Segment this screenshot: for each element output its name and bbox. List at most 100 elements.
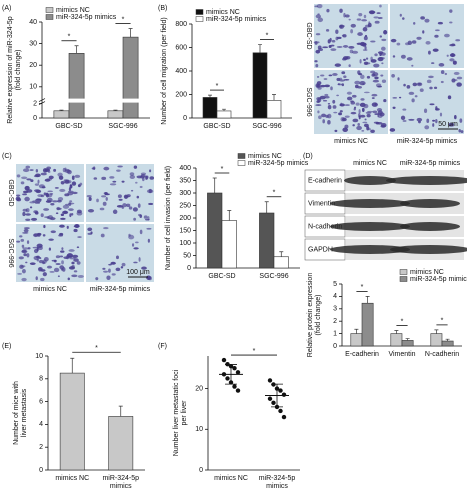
cell-stain	[342, 127, 349, 133]
cell-stain	[55, 212, 59, 215]
panel-letter: (D)	[303, 153, 313, 160]
cell-stain	[87, 227, 93, 232]
micrograph	[86, 224, 154, 282]
cell-stain	[400, 115, 406, 121]
x-tick-label: E-cadherin	[345, 351, 379, 358]
cell-stain	[34, 183, 40, 186]
legend-swatch	[195, 16, 204, 22]
cell-stain	[456, 76, 463, 80]
x-tick-label: GBC-SD	[208, 273, 235, 280]
y-tick-label: 1	[333, 330, 337, 337]
cell-stain	[454, 79, 458, 81]
cell-stain	[422, 30, 425, 34]
x-tick-label: miR-324-5p	[102, 475, 139, 482]
cell-stain	[31, 217, 38, 221]
cell-stain	[132, 207, 138, 212]
cell-stain	[64, 180, 70, 184]
y-tick-label: 300	[179, 190, 191, 197]
error-bar	[222, 108, 226, 111]
cell-stain	[21, 269, 26, 274]
cell-stain	[35, 276, 38, 281]
legend-swatch	[195, 9, 204, 15]
cell-stain	[376, 107, 383, 112]
cell-stain	[116, 255, 119, 260]
cell-stain	[435, 119, 438, 124]
cell-stain	[332, 99, 336, 104]
y-tick-label: 10	[35, 353, 43, 360]
cell-stain	[149, 169, 152, 173]
cell-stain	[340, 116, 346, 122]
bar	[108, 416, 134, 471]
blot-column-label: miR-324-5p mimics	[400, 160, 461, 167]
y-tick-label: 10	[29, 84, 37, 91]
cell-stain	[34, 211, 39, 215]
cell-stain	[357, 32, 363, 36]
blot-row-label: GAPDH	[308, 246, 333, 253]
error-bar	[394, 330, 399, 334]
cell-stain	[333, 111, 338, 114]
image-column-label: miR-324-5p mimics	[90, 286, 151, 293]
y-tick-label: 50	[183, 252, 191, 259]
cell-stain	[25, 165, 31, 169]
legend-label: mimics NC	[248, 153, 282, 160]
cell-stain	[449, 9, 453, 13]
blot-band	[400, 199, 460, 208]
cell-stain	[343, 75, 347, 79]
cell-stain	[360, 98, 365, 101]
cell-stain	[36, 243, 43, 248]
cell-stain	[133, 165, 138, 169]
cell-stain	[371, 102, 378, 107]
cell-stain	[377, 16, 383, 19]
significance-label: *	[95, 345, 98, 352]
cell-stain	[423, 108, 428, 114]
cell-stain	[356, 18, 362, 21]
cell-stain	[454, 115, 457, 120]
cell-stain	[414, 95, 418, 98]
cell-stain	[60, 213, 65, 217]
cell-stain	[131, 243, 135, 247]
error-bar	[434, 329, 439, 334]
y-tick-label: 200	[175, 91, 187, 98]
cell-stain	[33, 255, 40, 261]
cell-stain	[348, 64, 351, 68]
data-point	[278, 388, 283, 393]
data-point	[225, 361, 230, 367]
cell-stain	[374, 53, 378, 57]
cell-stain	[392, 97, 398, 99]
cell-stain	[35, 173, 41, 178]
cell-stain	[45, 200, 52, 203]
cell-stain	[439, 112, 443, 117]
cell-stain	[358, 72, 363, 76]
cell-stain	[116, 169, 121, 172]
cell-stain	[397, 77, 400, 81]
cell-stain	[416, 36, 422, 40]
cell-stain	[350, 23, 356, 28]
cell-stain	[381, 46, 386, 51]
cell-stain	[110, 261, 116, 265]
cell-stain	[352, 124, 355, 127]
cell-stain	[346, 91, 352, 95]
cell-stain	[343, 56, 349, 60]
cell-stain	[74, 223, 80, 229]
cell-stain	[137, 203, 141, 208]
bar	[107, 110, 124, 119]
cell-stain	[381, 38, 387, 42]
cell-stain	[350, 101, 356, 105]
cell-stain	[60, 180, 65, 185]
cell-stain	[144, 218, 150, 221]
x-tick-label: SGC-996	[108, 123, 137, 130]
cell-stain	[40, 277, 45, 282]
y-tick-label: 100	[179, 240, 191, 247]
cell-stain	[67, 277, 70, 281]
blot-band	[330, 245, 410, 254]
cell-stain	[74, 174, 81, 178]
cell-stain	[420, 16, 425, 20]
cell-stain	[139, 229, 143, 235]
cell-stain	[35, 168, 39, 173]
blot-band	[330, 222, 410, 231]
bar	[122, 36, 139, 119]
cell-stain	[73, 258, 79, 262]
cell-stain	[431, 62, 435, 64]
cell-stain	[375, 83, 382, 88]
